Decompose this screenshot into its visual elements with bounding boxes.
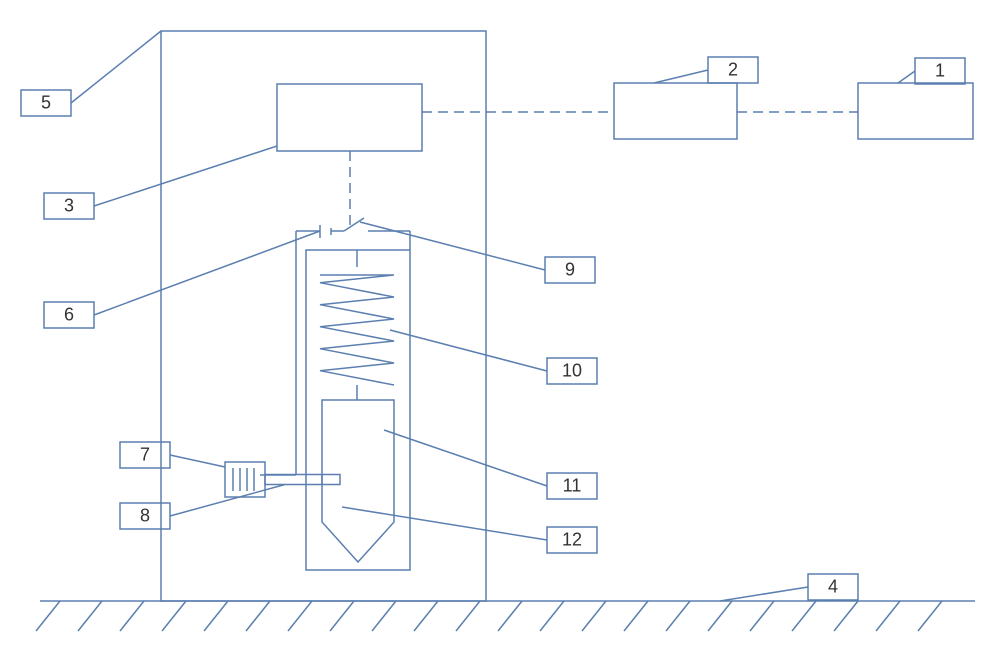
label-text-l7: 7 bbox=[140, 445, 150, 465]
leader-l2 bbox=[654, 70, 708, 83]
label-text-l10: 10 bbox=[562, 361, 582, 381]
label-text-l9: 9 bbox=[565, 260, 575, 280]
leader-l8 bbox=[170, 485, 285, 517]
leader-l12 bbox=[342, 507, 547, 540]
leader-l10 bbox=[390, 330, 547, 371]
leader-l3 bbox=[94, 146, 277, 206]
leader-l7 bbox=[170, 455, 225, 467]
label-text-l5: 5 bbox=[41, 93, 51, 113]
leader-l11 bbox=[384, 430, 547, 486]
leader-l5 bbox=[71, 31, 161, 103]
leader-l1 bbox=[898, 71, 915, 83]
label-text-l11: 11 bbox=[563, 476, 582, 496]
label-text-l1: 1 bbox=[935, 61, 945, 81]
label-text-l12: 12 bbox=[562, 530, 582, 550]
leader-l9 bbox=[360, 222, 545, 270]
label-text-l8: 8 bbox=[140, 506, 150, 526]
leader-l4 bbox=[720, 587, 808, 601]
leader-l6 bbox=[94, 231, 320, 315]
label-text-l6: 6 bbox=[64, 305, 74, 325]
label-text-l4: 4 bbox=[828, 577, 838, 597]
label-text-l2: 2 bbox=[728, 60, 738, 80]
label-text-l3: 3 bbox=[64, 196, 74, 216]
